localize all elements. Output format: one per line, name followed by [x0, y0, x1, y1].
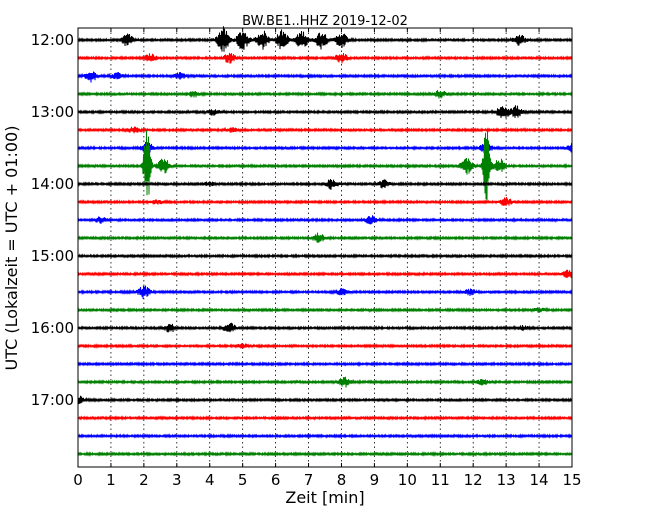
trace-1615 — [77, 343, 573, 349]
trace-1530 — [77, 285, 573, 299]
x-tick-label-1: 1 — [106, 471, 116, 489]
trace-1515 — [77, 269, 573, 279]
x-tick-label-7: 7 — [304, 471, 314, 489]
trace-1545 — [77, 306, 573, 314]
x-tick-label-9: 9 — [370, 471, 380, 489]
trace-1645 — [77, 376, 573, 388]
trace-1630 — [77, 361, 573, 367]
trace-1600 — [77, 322, 573, 333]
trace-1745 — [77, 451, 573, 457]
y-tick-label-1400: 14:00 — [31, 175, 74, 193]
trace-1245 — [77, 89, 573, 99]
trace-1430 — [77, 215, 573, 225]
trace-1200 — [77, 26, 573, 52]
trace-1445 — [77, 232, 573, 244]
x-tick-label-11: 11 — [431, 471, 450, 489]
trace-1300 — [77, 105, 573, 119]
trace-1330 — [77, 142, 573, 155]
trace-1415 — [77, 197, 573, 207]
x-axis-label: Zeit [min] — [285, 488, 364, 507]
x-tick-label-2: 2 — [139, 471, 149, 489]
chart-title: BW.BE1..HHZ 2019-12-02 — [242, 14, 408, 29]
x-tick-label-4: 4 — [205, 471, 215, 489]
x-tick-label-5: 5 — [238, 471, 248, 489]
grid-lines — [110, 28, 540, 467]
y-axis-label: UTC (Lokalzeit = UTC + 01:00) — [2, 126, 21, 371]
y-tick-label-1500: 15:00 — [31, 247, 74, 265]
plot-area-frame — [77, 27, 573, 468]
trace-1700 — [77, 395, 573, 405]
trace-1230 — [77, 71, 573, 83]
trace-1730 — [77, 433, 573, 439]
y-tick-label-1600: 16:00 — [31, 319, 74, 337]
trace-1400 — [77, 178, 573, 190]
y-tick-label-1300: 13:00 — [31, 103, 74, 121]
trace-1345 — [77, 130, 573, 203]
trace-1500 — [77, 253, 573, 259]
y-tick-label-1200: 12:00 — [31, 31, 74, 49]
x-tick-label-12: 12 — [464, 471, 483, 489]
y-tick-label-1700: 17:00 — [31, 391, 74, 409]
x-tick-label-10: 10 — [398, 471, 417, 489]
trace-1215 — [77, 52, 573, 64]
x-tick-label-6: 6 — [271, 471, 281, 489]
x-tick-label-14: 14 — [530, 471, 549, 489]
axis-ticks: 0 1 2 3 4 5 6 7 8 9 10 11 12 13 14 1512:0013:0014:0015:… — [31, 28, 582, 489]
trace-1715 — [77, 415, 573, 421]
x-tick-label-8: 8 — [337, 471, 347, 489]
trace-layer — [77, 26, 573, 457]
x-tick-label-3: 3 — [172, 471, 182, 489]
x-tick-label-15: 15 — [562, 471, 581, 489]
x-tick-label-13: 13 — [497, 471, 516, 489]
trace-1315 — [77, 126, 573, 134]
x-tick-label-0: 0 — [73, 471, 83, 489]
